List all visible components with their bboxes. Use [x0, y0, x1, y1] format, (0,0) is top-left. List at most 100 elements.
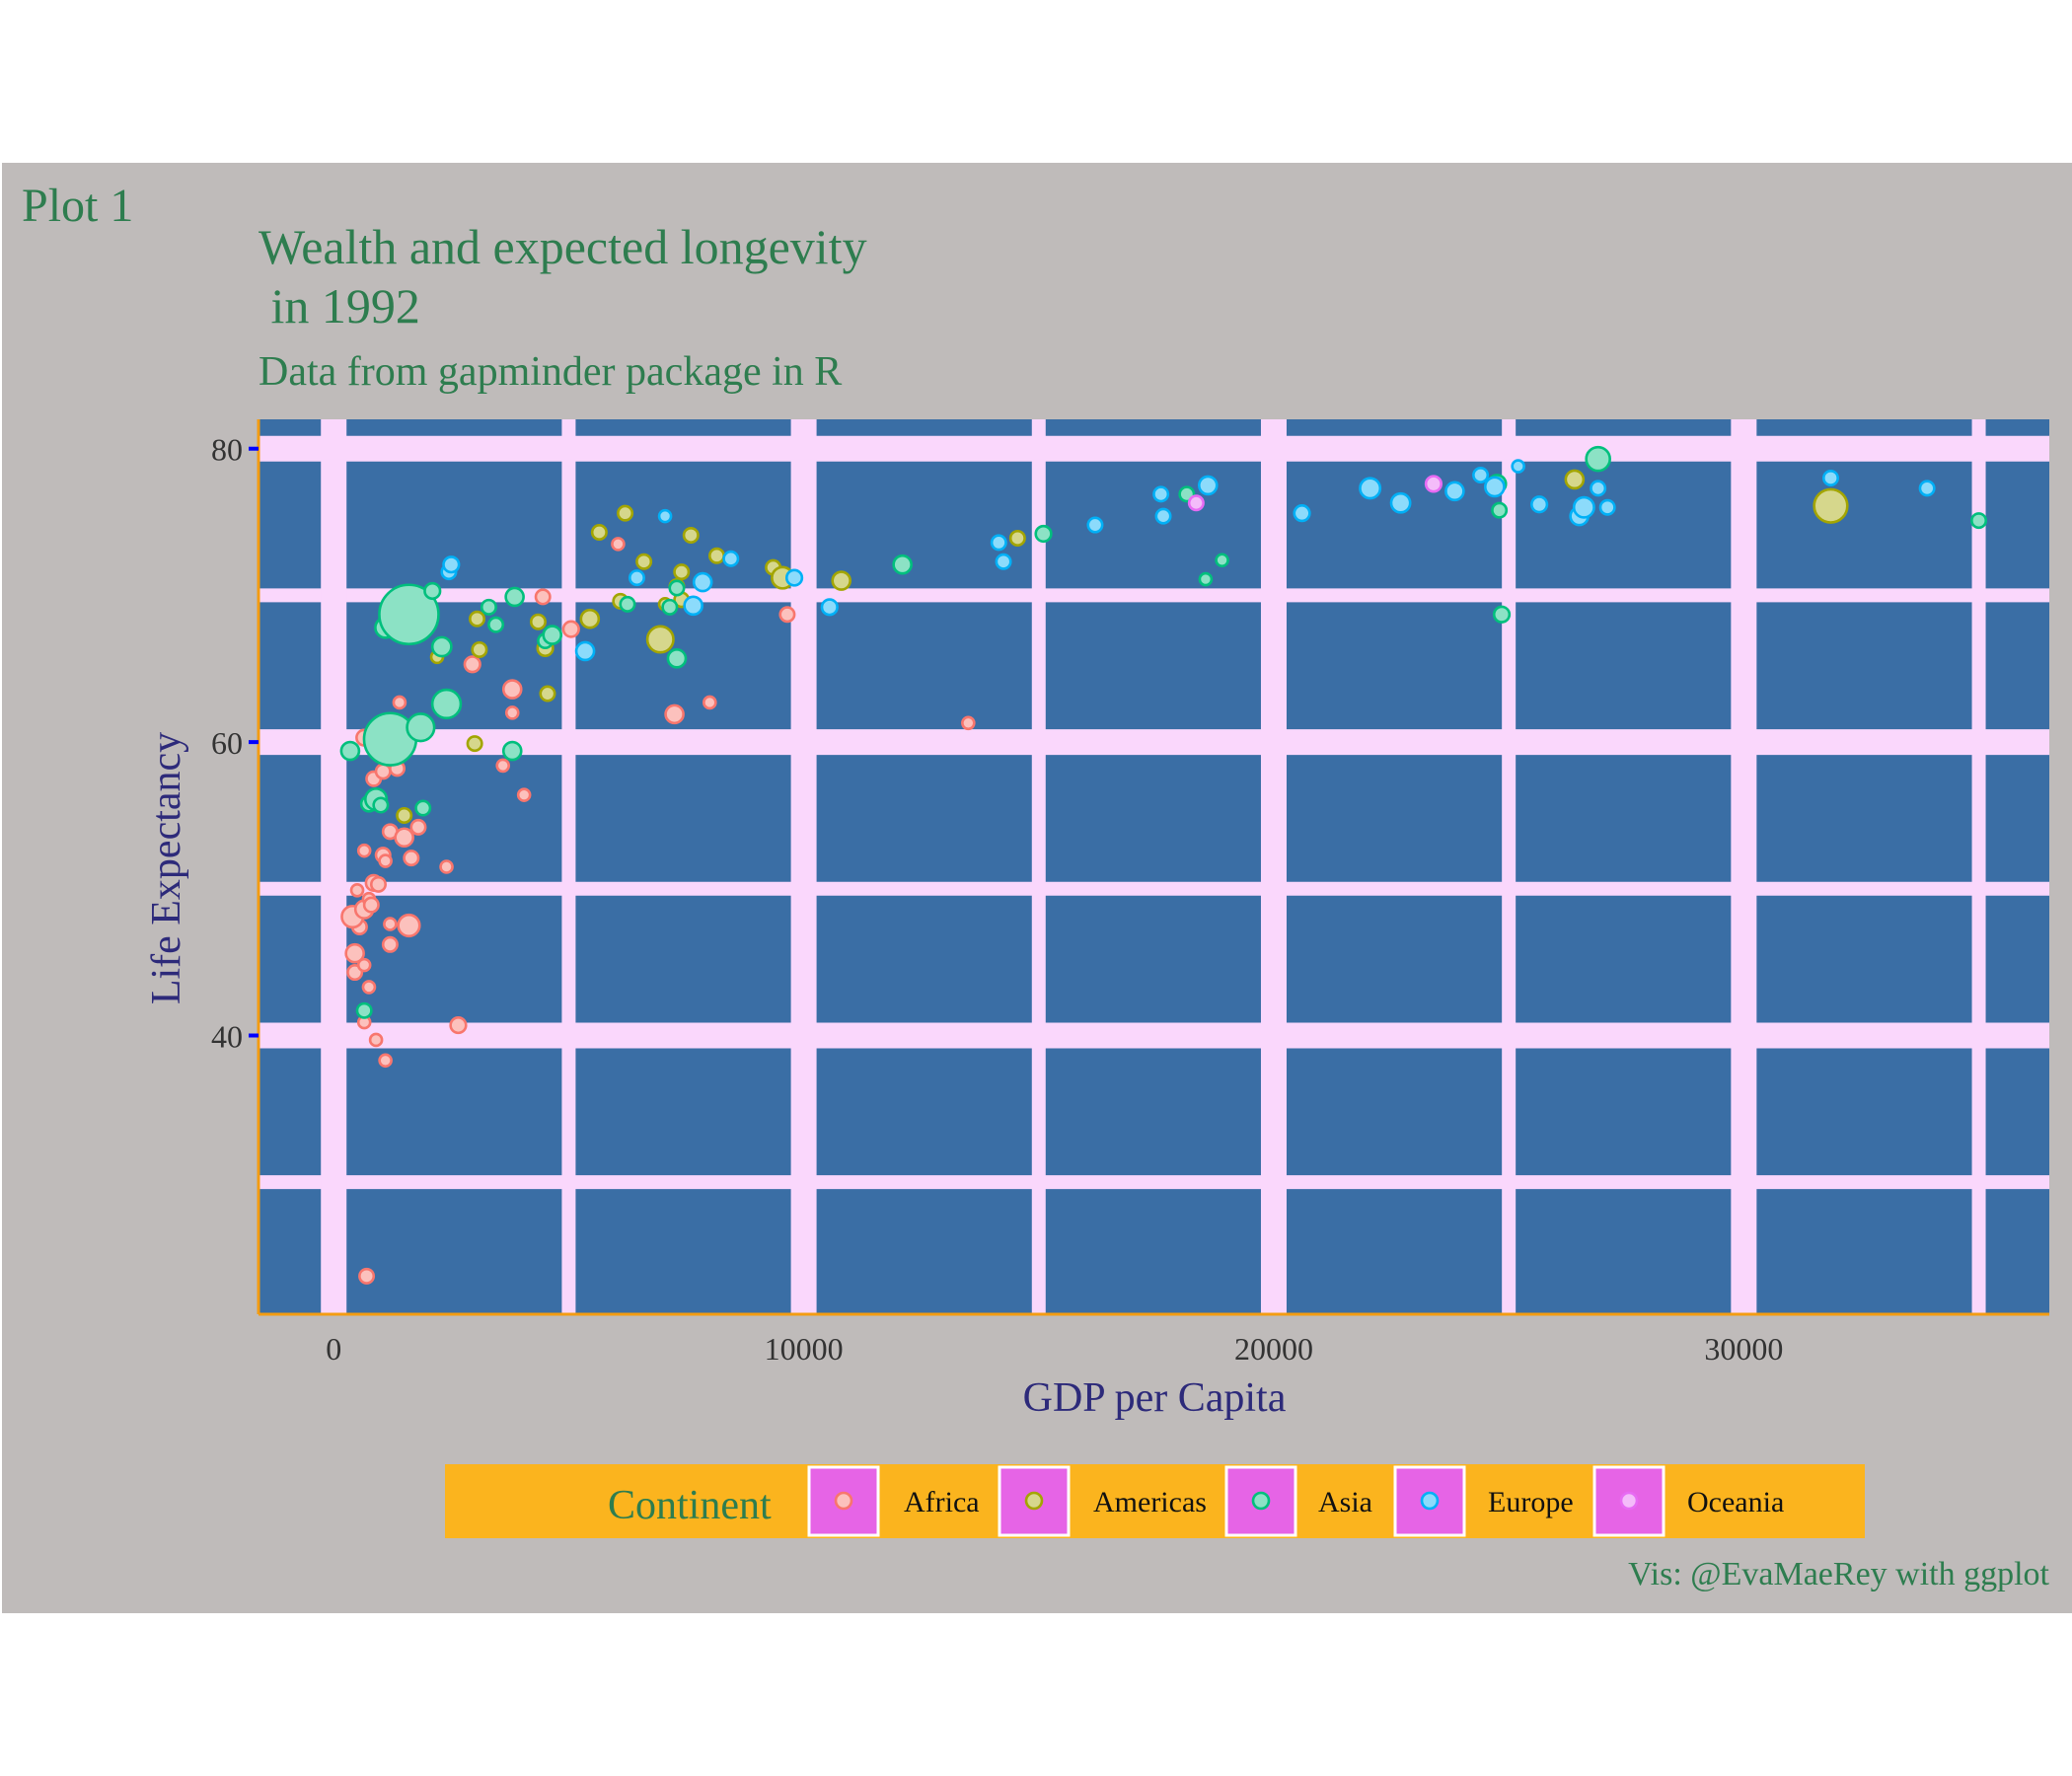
- legend-label-americas: Americas: [1093, 1486, 1207, 1518]
- point-americas: [529, 613, 547, 630]
- point-asia: [430, 635, 453, 658]
- chart-title-line-2: in 1992: [259, 278, 420, 333]
- y-tick-label: 40: [211, 1018, 243, 1054]
- point-americas: [1564, 469, 1586, 490]
- point-europe: [722, 550, 740, 567]
- point-americas: [466, 735, 483, 753]
- point-africa: [383, 917, 398, 931]
- legend: Continent Africa Americas Asia Europe Oceani…: [445, 1464, 1865, 1538]
- point-africa: [397, 913, 421, 938]
- x-axis-title: GDP per Capita: [1023, 1375, 1287, 1421]
- point-africa: [358, 1267, 376, 1285]
- point-africa: [501, 679, 523, 700]
- point-asia: [501, 740, 523, 762]
- point-asia: [339, 740, 361, 762]
- point-africa: [534, 588, 552, 606]
- plot-area: [259, 419, 2049, 1314]
- point-europe: [574, 640, 596, 662]
- point-europe: [1152, 485, 1170, 503]
- point-americas: [469, 610, 486, 628]
- point-europe: [1821, 469, 1839, 486]
- point-americas: [831, 570, 852, 591]
- legend-label-africa: Africa: [904, 1486, 980, 1518]
- point-asia: [1034, 524, 1053, 544]
- point-africa: [403, 850, 420, 867]
- legend-key-point: [1619, 1491, 1639, 1511]
- plot-tag: Plot 1: [22, 180, 133, 232]
- point-europe: [1389, 491, 1412, 514]
- point-africa: [961, 715, 976, 731]
- point-asia: [1215, 553, 1229, 568]
- point-europe: [784, 568, 804, 587]
- point-africa: [381, 935, 399, 953]
- axes: 40 60 80 0 10000 20000 30000: [211, 419, 2049, 1367]
- point-asia: [668, 579, 686, 597]
- point-americas: [673, 563, 691, 581]
- point-africa: [356, 957, 372, 973]
- point-europe: [1511, 459, 1525, 474]
- point-americas: [1008, 529, 1026, 547]
- point-americas: [645, 625, 675, 654]
- chart-subtitle: Data from gapminder package in R: [259, 349, 842, 395]
- point-asia: [378, 583, 440, 646]
- point-americas: [396, 806, 413, 824]
- point-africa: [378, 1053, 393, 1069]
- point-asia: [1492, 605, 1512, 624]
- point-asia: [542, 625, 563, 645]
- point-asia: [1585, 445, 1611, 473]
- point-americas: [1813, 487, 1849, 524]
- point-europe: [1197, 475, 1219, 496]
- chart-title-line-1: Wealth and expected longevity: [259, 219, 867, 274]
- point-africa: [449, 1015, 468, 1035]
- legend-key-point: [1420, 1491, 1440, 1511]
- point-asia: [430, 688, 463, 720]
- point-europe: [1590, 480, 1607, 497]
- point-africa: [394, 827, 414, 849]
- point-africa: [356, 843, 372, 858]
- point-africa: [392, 695, 407, 710]
- point-europe: [1918, 480, 1936, 497]
- point-africa: [374, 763, 392, 780]
- point-europe: [1572, 495, 1595, 519]
- legend-key-point: [1024, 1491, 1044, 1511]
- point-africa: [561, 620, 580, 638]
- point-europe: [657, 508, 673, 524]
- point-asia: [1970, 512, 1988, 530]
- point-americas: [682, 526, 700, 544]
- point-africa: [778, 606, 796, 624]
- point-africa: [439, 859, 454, 874]
- point-europe: [995, 553, 1012, 570]
- point-asia: [423, 581, 442, 601]
- point-americas: [579, 608, 601, 629]
- point-africa: [368, 1032, 384, 1048]
- point-africa: [378, 853, 393, 868]
- point-africa: [362, 896, 380, 914]
- point-africa: [703, 695, 717, 710]
- point-africa: [369, 875, 387, 893]
- legend-key-point: [1251, 1491, 1271, 1511]
- chart-caption: Vis: @EvaMaeRey with ggplot: [1628, 1556, 2049, 1592]
- point-europe: [442, 555, 461, 574]
- point-americas: [539, 685, 556, 703]
- y-tick-label: 80: [211, 432, 243, 468]
- y-axis-title: Life Expectancy: [144, 732, 189, 1004]
- point-europe: [820, 598, 839, 617]
- point-asia: [1491, 501, 1509, 519]
- legend-label-oceania: Oceania: [1687, 1486, 1784, 1518]
- point-oceania: [1187, 494, 1205, 512]
- point-europe: [1483, 476, 1506, 498]
- point-europe: [1359, 477, 1382, 500]
- point-europe: [1530, 495, 1549, 514]
- point-asia: [480, 598, 497, 616]
- point-asia: [355, 1001, 373, 1019]
- point-africa: [361, 980, 377, 995]
- legend-label-europe: Europe: [1488, 1486, 1574, 1518]
- x-tick-label: 30000: [1704, 1331, 1783, 1367]
- point-asia: [504, 586, 525, 608]
- legend-key-point: [834, 1491, 853, 1511]
- point-europe: [1444, 481, 1465, 502]
- point-africa: [463, 655, 481, 674]
- point-africa: [504, 705, 520, 720]
- point-americas: [707, 547, 725, 564]
